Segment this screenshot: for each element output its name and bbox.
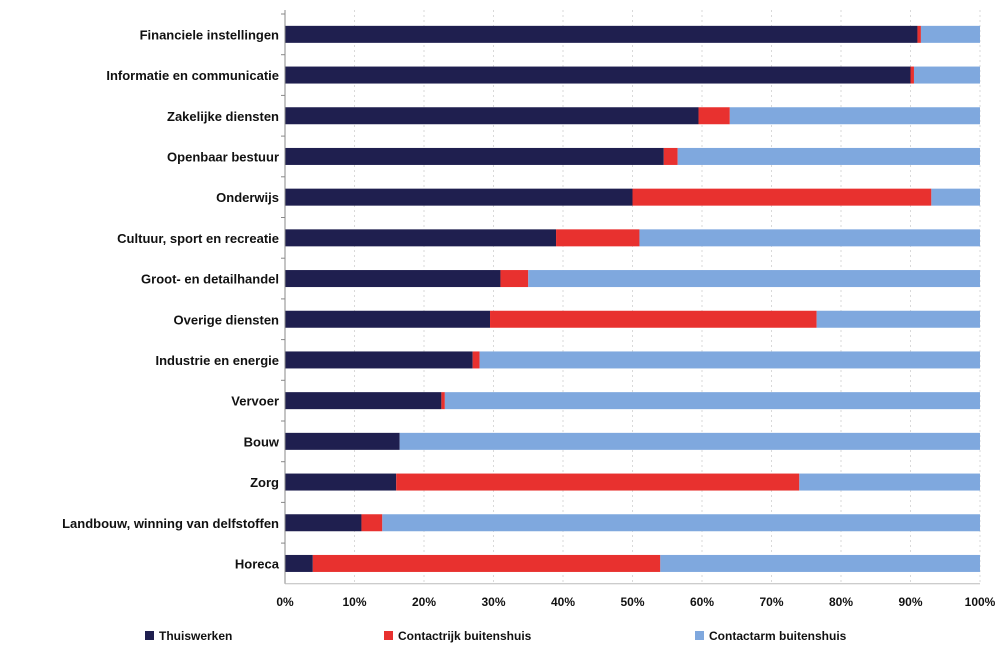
bar-contactarm-buitenshuis [931,188,980,206]
category-label: Financiele instellingen [140,27,279,42]
x-tick-label: 90% [898,595,922,609]
bar-contactarm-buitenshuis [399,432,980,450]
bar-contactrijk-buitenshuis [663,147,678,165]
x-tick-label: 60% [690,595,714,609]
bar-contactrijk-buitenshuis [556,229,640,247]
bar-contactarm-buitenshuis [639,229,980,247]
bar-contactrijk-buitenshuis [472,351,480,369]
x-tick-label: 20% [412,595,436,609]
bar-thuiswerken [285,229,557,247]
bar-thuiswerken [285,310,491,328]
bar-contactrijk-buitenshuis [441,392,445,410]
bar-contactrijk-buitenshuis [500,270,529,288]
bar-contactrijk-buitenshuis [490,310,817,328]
bar-contactarm-buitenshuis [444,392,981,410]
category-label: Overige diensten [174,312,280,327]
category-label: Landbouw, winning van delfstoffen [62,516,279,531]
bar-contactrijk-buitenshuis [632,188,932,206]
bar-thuiswerken [285,25,918,43]
bar-contactarm-buitenshuis [913,66,980,84]
bar-thuiswerken [285,270,501,288]
x-tick-label: 0% [276,595,294,609]
bar-contactrijk-buitenshuis [917,25,921,43]
bar-contactarm-buitenshuis [729,107,980,125]
bar-contactarm-buitenshuis [528,270,980,288]
bar-thuiswerken [285,188,633,206]
category-label: Onderwijs [216,190,279,205]
bar-contactrijk-buitenshuis [361,514,383,532]
bar-contactarm-buitenshuis [382,514,980,532]
x-tick-label: 10% [342,595,366,609]
bar-contactarm-buitenshuis [799,473,980,491]
category-label: Groot- en detailhandel [141,272,279,287]
bar-thuiswerken [285,107,699,125]
category-labels: Financiele instellingen Informatie en com… [62,27,280,571]
legend-swatch-thuiswerken [145,631,154,640]
bar-contactarm-buitenshuis [479,351,980,369]
bar-contactrijk-buitenshuis [396,473,800,491]
legend-swatch-contactarm-buitenshuis [695,631,704,640]
legend-label-contactrijk-buitenshuis: Contactrijk buitenshuis [398,629,532,643]
category-label: Vervoer [231,394,279,409]
category-label: Industrie en energie [155,353,279,368]
x-tick-labels: 0% 10% 20% 30% 40% 50% 60% 70% 80% 90% 100% [276,595,995,609]
legend-label-thuiswerken: Thuiswerken [159,629,232,643]
x-tick-label: 40% [551,595,575,609]
bar-contactrijk-buitenshuis [312,554,661,572]
x-tick-label: 80% [829,595,853,609]
bar-contactrijk-buitenshuis [910,66,914,84]
bar-thuiswerken [285,432,400,450]
legend-swatch-contactrijk-buitenshuis [384,631,393,640]
bar-contactarm-buitenshuis [920,25,980,43]
bar-thuiswerken [285,147,664,165]
bar-thuiswerken [285,351,473,369]
category-label: Horeca [235,556,280,571]
category-label: Openbaar bestuur [167,149,279,164]
bar-contactrijk-buitenshuis [698,107,730,125]
bar-contactarm-buitenshuis [660,554,980,572]
legend: Thuiswerken Contactrijk buitenshuis Contac… [145,629,847,643]
x-tick-label: 50% [620,595,644,609]
grid-layer [354,10,981,584]
legend-label-contactarm-buitenshuis: Contactarm buitenshuis [709,629,847,643]
bar-thuiswerken [285,66,911,84]
x-tick-label: 100% [965,595,996,609]
bar-thuiswerken [285,473,397,491]
category-label: Zorg [250,475,279,490]
bar-contactarm-buitenshuis [677,147,980,165]
category-label: Zakelijke diensten [167,109,279,124]
x-tick-label: 70% [759,595,783,609]
category-label: Informatie en communicatie [106,68,279,83]
bars-layer [285,25,981,572]
axis-layer [281,10,980,585]
bar-thuiswerken [285,554,313,572]
category-label: Cultuur, sport en recreatie [117,231,279,246]
bar-contactarm-buitenshuis [816,310,980,328]
x-tick-label: 30% [481,595,505,609]
bar-thuiswerken [285,514,362,532]
bar-thuiswerken [285,392,442,410]
category-label: Bouw [244,434,280,449]
